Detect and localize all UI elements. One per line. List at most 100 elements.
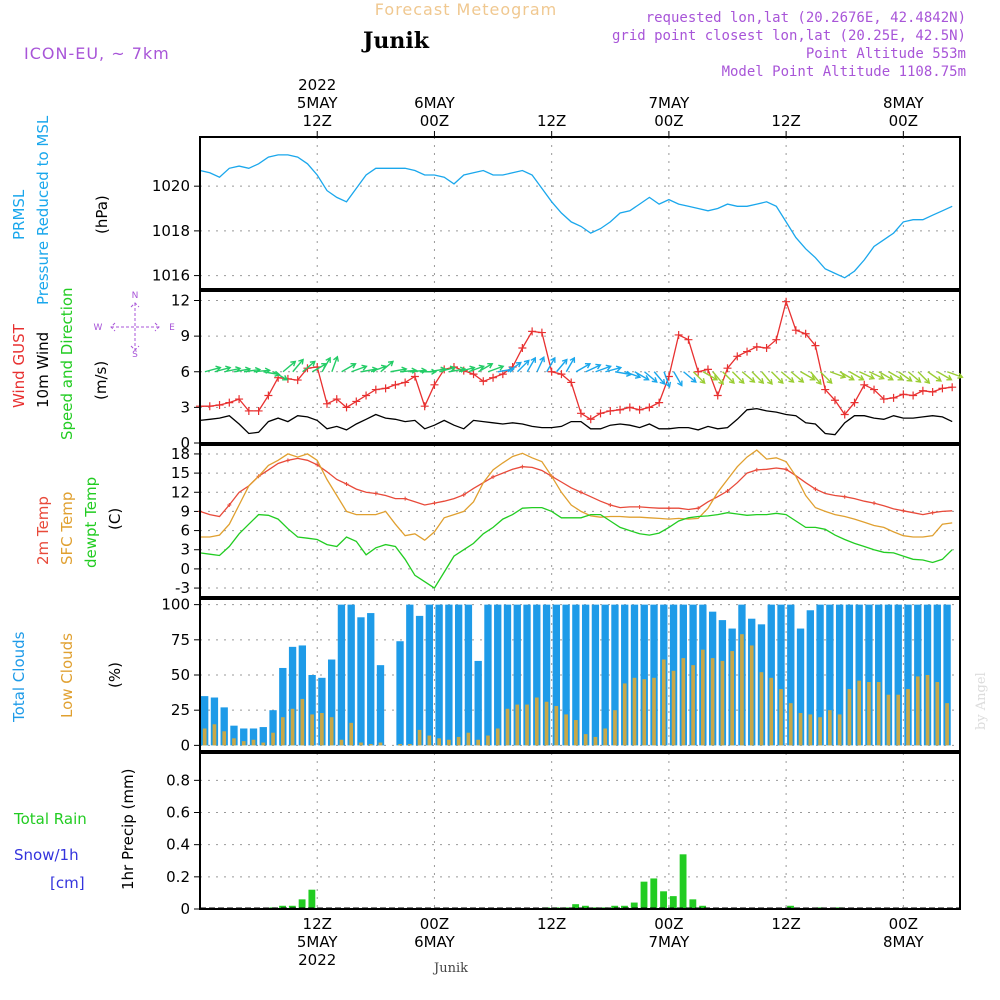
wind-arrow (272, 371, 289, 381)
total-clouds-bar (435, 604, 443, 746)
gust-point (723, 364, 732, 373)
y-tick-label: 0 (180, 900, 190, 918)
total-clouds-bar (474, 660, 482, 746)
low-clouds-bar (329, 717, 334, 746)
wind-arrow-head (651, 377, 658, 383)
low-clouds-bar (359, 742, 363, 746)
wind-arrow-head (282, 375, 289, 381)
gust-point (322, 399, 331, 408)
cloud-side-labels: Total Clouds Low Clouds (%) (10, 631, 124, 723)
wind-arrow-shaft (468, 365, 484, 373)
low-clouds-bar (818, 717, 822, 746)
wind-arrow-shaft (770, 371, 784, 384)
total-clouds-bar (845, 604, 854, 746)
wind-arrow-shaft (380, 360, 394, 373)
wind-arrow (478, 362, 494, 373)
temp-side-labels: 2m Temp SFC Temp dewpt Temp (C) (34, 477, 124, 568)
gust-point (254, 406, 263, 415)
y-tick-label: -3 (175, 579, 190, 597)
total-clouds-bar (806, 610, 814, 746)
footer-place: Junik (432, 961, 468, 976)
bottom-time-label: 12Z (771, 915, 800, 933)
low-clouds-bar (622, 683, 627, 746)
total-clouds-bar (201, 696, 209, 746)
wind-arrow-shaft (526, 357, 536, 373)
t2m-point (578, 490, 583, 495)
wind-arrow-head (711, 375, 719, 381)
wind-arrow-head (561, 358, 568, 365)
rain-bar (787, 905, 794, 909)
gust-point (821, 385, 830, 394)
rain-bar (308, 889, 316, 909)
total-clouds-bar (611, 604, 619, 746)
wind-arrow (839, 371, 855, 381)
gust-point (801, 329, 810, 338)
wind-arrow-shaft (859, 371, 875, 380)
low-clouds-bar (515, 704, 520, 746)
bottom-time-label: 12Z (537, 915, 566, 933)
wind-arrow-shaft (653, 371, 666, 385)
wind-arrow-shaft (292, 359, 304, 373)
wind-arrow-shaft (683, 371, 697, 383)
wind-arrow-head (915, 377, 922, 383)
wind-arrow (204, 365, 222, 373)
wind-arrow-head (840, 372, 847, 379)
sfc-label: SFC Temp (58, 492, 76, 565)
total-clouds-bar (308, 675, 316, 746)
low-clouds-bar (779, 689, 783, 746)
total-clouds-bar (357, 617, 365, 746)
low-clouds-bar (720, 660, 725, 746)
low-clouds-bar (417, 729, 422, 746)
total-clouds-bar (552, 604, 560, 746)
pressure-panel: 1016 1018 1020 (152, 136, 961, 290)
wind-arrow (927, 371, 942, 382)
wind-arrow-head (487, 362, 494, 369)
gust-point (596, 409, 605, 418)
wind-arrow-shaft (565, 357, 575, 373)
bottom-time-label: 2022 (298, 951, 336, 969)
gust-point (870, 385, 879, 394)
wind-arrow-head (569, 356, 576, 363)
gust-point (635, 405, 644, 414)
low-clouds-bar (583, 734, 588, 746)
compass-south: S (132, 350, 138, 360)
low-clouds-bar (632, 677, 637, 746)
wind-arrow-shaft (575, 363, 591, 373)
wind-arrow-head (858, 375, 865, 381)
wind-arrow (731, 371, 745, 385)
low-clouds-bar (505, 708, 510, 746)
wind-arrow-shaft (409, 369, 427, 373)
gust-point (430, 380, 439, 389)
gust-point (616, 405, 625, 414)
pressure-unit: (hPa) (93, 195, 111, 234)
t2m-point (491, 474, 496, 479)
total-clouds-bar (816, 604, 824, 746)
total-clouds-bar (503, 604, 512, 746)
low-clouds-bar (788, 703, 793, 746)
wind-arrow-head (798, 377, 805, 383)
wind-arrow-head (539, 356, 546, 363)
wind-arrow-shaft (400, 369, 417, 373)
t2m-point (696, 506, 701, 511)
t2m-point (842, 494, 847, 499)
low-clouds-bar (847, 689, 852, 746)
low-clouds-bar (574, 720, 578, 746)
wind-arrow-shaft (516, 359, 530, 373)
wind-arrow-shaft (214, 366, 231, 373)
gust-point (703, 365, 712, 374)
low-clouds-bar (300, 698, 305, 746)
bottom-time-label: 8MAY (883, 933, 925, 951)
gust-label: Wind GUST (10, 323, 28, 408)
wind-arrow (790, 371, 805, 383)
wind-arrow (282, 360, 297, 373)
wind-arrow (712, 371, 725, 386)
wind-arrow-head (387, 360, 395, 367)
low-clouds-bar (935, 682, 940, 746)
bottom-time-label: 7MAY (649, 933, 691, 951)
prmsl-label: PRMSL (10, 189, 28, 240)
wind10m-label: 10m Wind (34, 332, 52, 408)
wind-arrow-head (897, 375, 904, 381)
total-clouds-bar (796, 628, 805, 746)
wind-arrow-shaft (224, 367, 241, 373)
